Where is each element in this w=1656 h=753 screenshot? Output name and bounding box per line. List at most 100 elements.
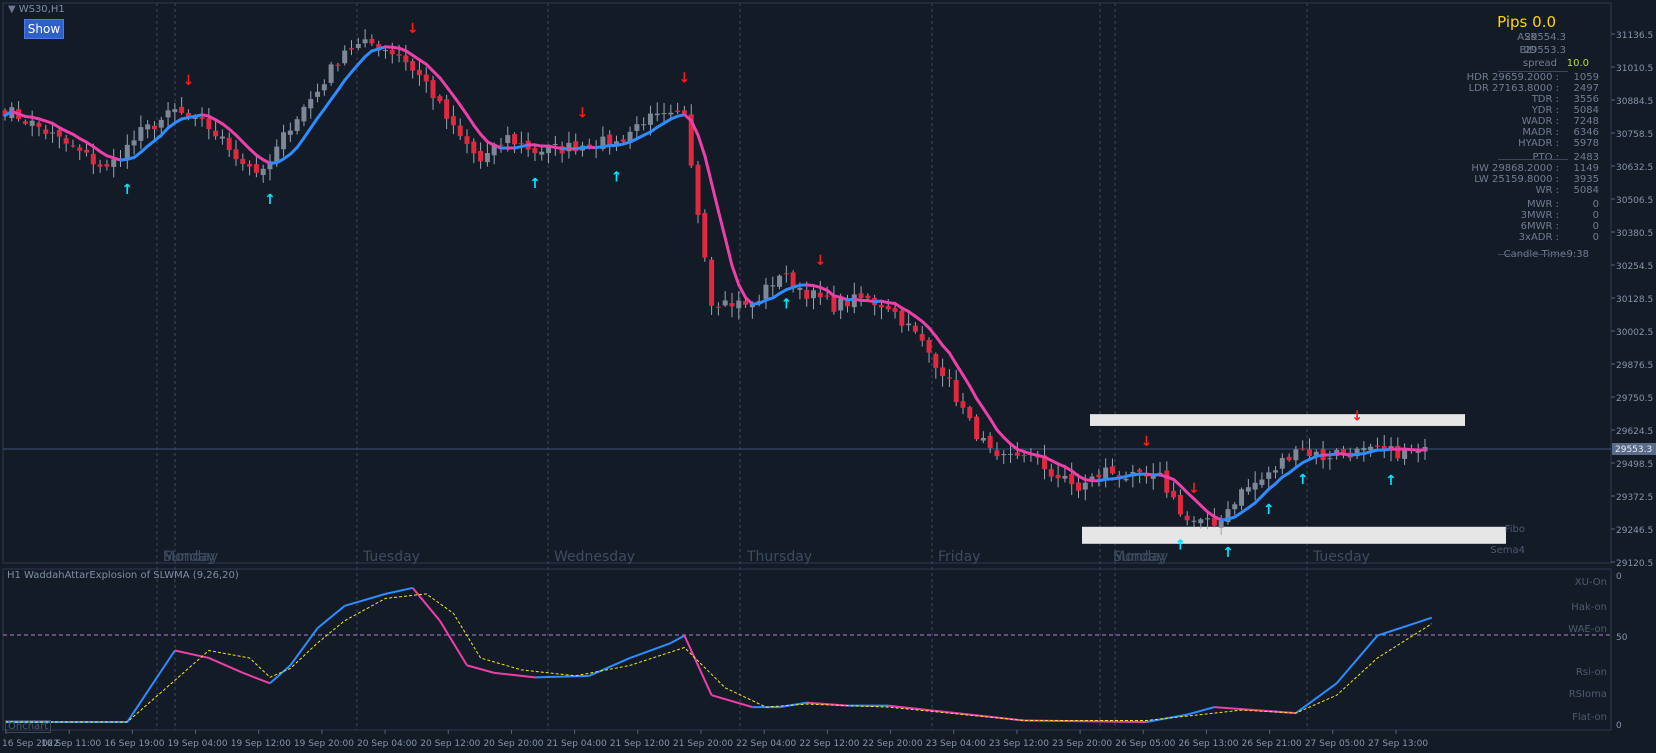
buy-arrow-icon: ↑ — [1222, 545, 1234, 561]
candle — [1008, 444, 1014, 463]
indicator-toggle-label[interactable]: Flat-on — [1572, 712, 1607, 723]
info-row-label: LDR 27163.8000 : — [1468, 83, 1559, 94]
candle — [994, 442, 1000, 461]
time-tick-label: 20 Sep 12:00 — [420, 739, 480, 749]
indicator-trend-segment — [242, 671, 271, 685]
info-row-label: HYADR : — [1518, 138, 1559, 149]
indicator-trend-segment — [1024, 719, 1147, 724]
indicator-toggle-label[interactable]: Rsi-on — [1575, 667, 1607, 678]
price-tick-label: 29498.5 — [1616, 460, 1653, 470]
info-row-value: 2483 — [1573, 152, 1599, 163]
indicator-trend-segment — [269, 664, 292, 685]
candle — [362, 29, 368, 48]
candle — [722, 291, 728, 307]
ma-segment — [947, 351, 958, 366]
indicator-toggle-label[interactable]: RSIoma — [1568, 689, 1607, 700]
candle — [1239, 487, 1245, 510]
info-row: MADR : 6346 — [1499, 127, 1599, 138]
indicator-trend-segment — [126, 649, 176, 723]
candle — [1177, 489, 1183, 517]
time-tick-label: 22 Sep 12:00 — [799, 739, 859, 749]
info-row-value: 3556 — [1573, 94, 1599, 105]
candle — [213, 120, 219, 140]
candle — [627, 126, 633, 149]
ma-segment — [995, 428, 1006, 439]
candle — [1205, 512, 1211, 530]
candle — [219, 129, 225, 145]
price-tick-label: 30380.5 — [1616, 229, 1653, 239]
time-tick-label: 23 Sep 20:00 — [1052, 739, 1112, 749]
time-tick-label: 16 Sep 11:00 — [41, 739, 101, 749]
info-row-label: MWR : — [1526, 199, 1559, 210]
indicator-lines — [5, 586, 1433, 724]
candle — [512, 132, 518, 154]
ask-row: ASK 29554.3 — [1517, 32, 1566, 43]
ma-segment — [445, 85, 455, 98]
candle — [1232, 501, 1238, 515]
info-row-value: 6346 — [1573, 127, 1599, 138]
indicator-trend-segment — [670, 634, 685, 644]
candle — [743, 299, 749, 308]
candle — [1001, 450, 1007, 464]
price-tick-label: 29750.5 — [1616, 394, 1653, 404]
candle — [1415, 443, 1421, 463]
indicator-toggle-label[interactable]: XU-On — [1574, 577, 1607, 588]
ma-segment — [479, 132, 489, 144]
time-tick-label: 16 Sep 19:00 — [104, 739, 164, 749]
candle — [43, 124, 49, 140]
ma-segment — [716, 209, 727, 240]
indicator-toggle-label[interactable]: Hak-on — [1571, 602, 1607, 613]
candle — [131, 130, 137, 155]
indicator-trend-segment — [316, 605, 346, 629]
day-watermark: Tuesday — [363, 549, 420, 565]
candle — [199, 107, 205, 127]
info-row-value: 7248 — [1573, 116, 1599, 127]
price-tick-label: 31136.5 — [1616, 31, 1653, 41]
grid — [2, 2, 1612, 731]
info-row: 6MWR : 0 — [1499, 221, 1599, 232]
collapse-triangle-icon[interactable]: ▼ — [8, 4, 16, 15]
candle — [233, 140, 239, 166]
time-tick-label: 26 Sep 21:00 — [1242, 739, 1302, 749]
indicator-trend-segment — [1295, 682, 1338, 714]
spread-row: spread 10.0 — [1522, 58, 1589, 69]
indicator-trend-segment — [1335, 634, 1379, 684]
ma-segment — [438, 76, 449, 89]
candle — [63, 134, 69, 152]
indicator-trend-segment — [711, 694, 753, 709]
candle — [437, 94, 443, 104]
candle — [878, 299, 884, 320]
onchart-button[interactable]: Onchart — [5, 720, 52, 733]
current-price-badge: 29553.3 — [1612, 443, 1656, 455]
ma-segment — [159, 126, 170, 137]
candle — [56, 128, 62, 149]
sub-pane-frame — [2, 568, 1612, 731]
ma-segment — [322, 97, 333, 111]
buy-arrow-icon: ↑ — [529, 176, 541, 192]
time-tick-label: 26 Sep 05:00 — [1115, 739, 1175, 749]
sell-arrow-icon: ↓ — [814, 253, 826, 269]
info-rows: HDR 29659.2000 : 1059 LDR 27163.8000 : 2497… — [1467, 72, 1599, 243]
info-row-label: HDR 29659.2000 : — [1466, 72, 1559, 83]
sell-arrow-icon: ↓ — [577, 106, 589, 122]
candle — [573, 133, 579, 155]
indicator-trend-segment — [466, 664, 495, 674]
info-row-value: 0 — [1592, 232, 1599, 243]
info-row-value: 0 — [1592, 210, 1599, 221]
candle — [267, 154, 273, 181]
indicator-trend-segment — [344, 592, 386, 607]
info-row: LW 25159.8000 : 3935 — [1474, 174, 1599, 185]
info-row-value: 5978 — [1573, 138, 1599, 149]
indicator-toggle-label[interactable]: WAE-on — [1568, 624, 1607, 635]
candle — [471, 138, 477, 164]
candle — [294, 116, 300, 135]
info-row: LDR 27163.8000 : 2497 — [1469, 83, 1599, 94]
show-button[interactable]: Show — [24, 19, 64, 39]
candle — [90, 143, 96, 175]
info-row-label: 6MWR : — [1520, 221, 1559, 232]
candle — [1293, 445, 1299, 469]
info-panel: ASK 29554.3 BID 29553.3 spread 10.0 HDR 296… — [1467, 32, 1599, 260]
candle — [620, 135, 626, 144]
candle — [858, 286, 864, 307]
